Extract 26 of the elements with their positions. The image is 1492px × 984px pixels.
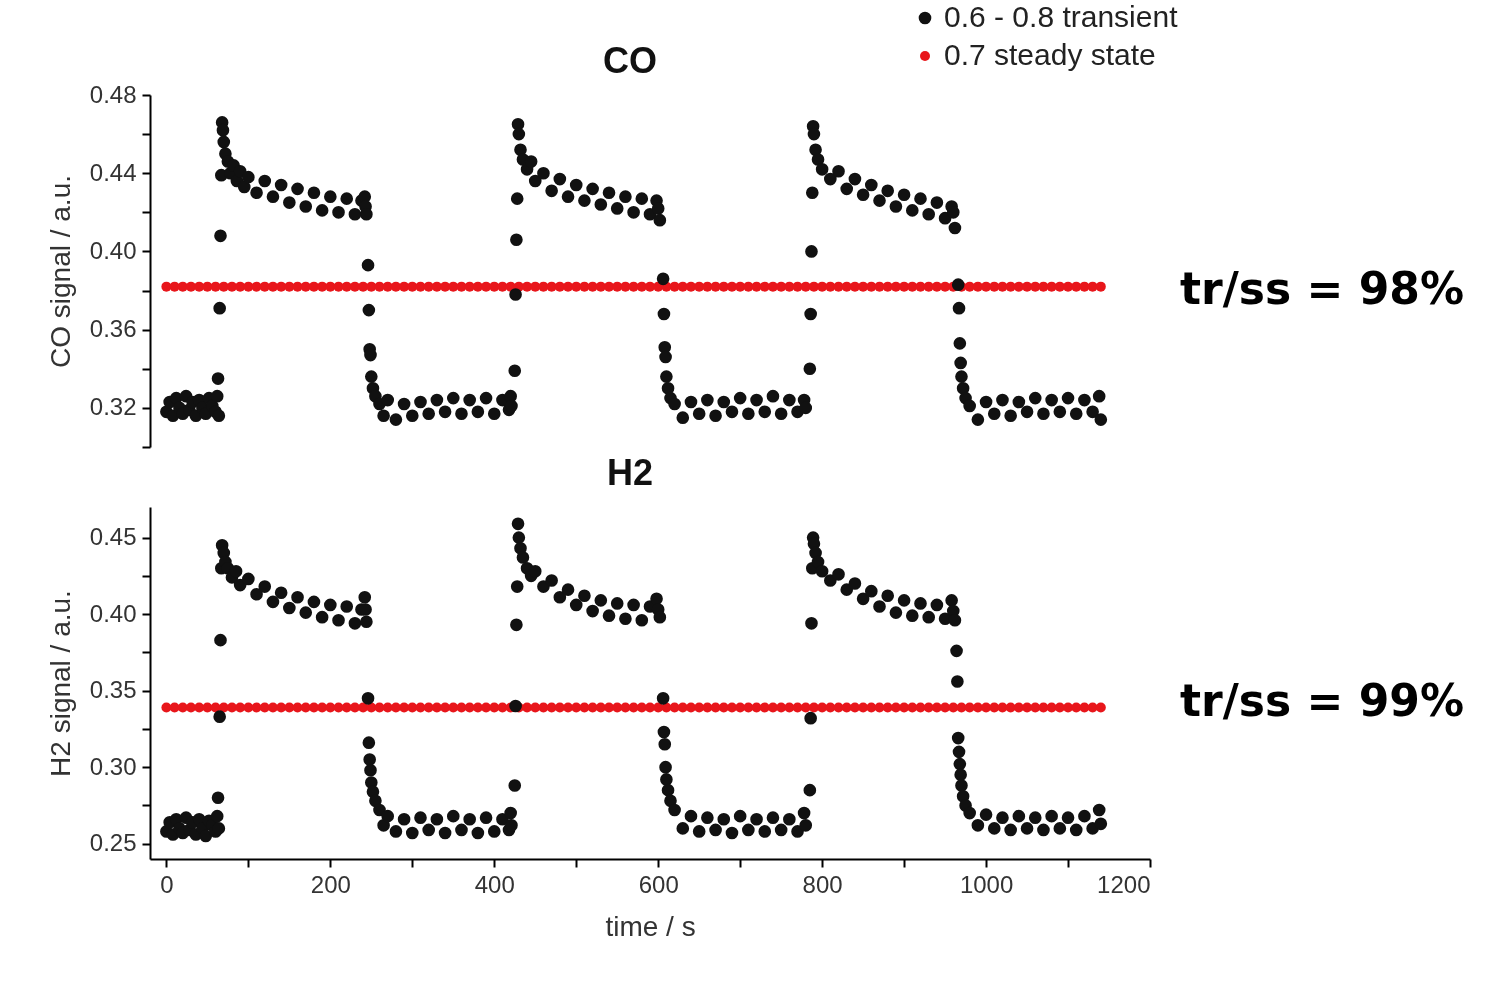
text: tr/ss = 99% — [1180, 675, 1465, 726]
x-tick-label: 400 — [474, 870, 515, 898]
y-tick-label: 0.32 — [89, 393, 137, 421]
chart-title: CO — [603, 40, 657, 81]
y-axis-title: H2 signal / a.u. — [44, 590, 76, 777]
x-tick-label: 1000 — [959, 870, 1014, 898]
y-axis-title: CO signal / a.u. — [44, 175, 76, 368]
y-tick-label: 0.48 — [89, 80, 137, 108]
chart-title: H2 — [606, 452, 654, 493]
y-tick-label: 0.45 — [89, 523, 137, 551]
x-tick-label: 200 — [310, 870, 351, 898]
legend-label: 0.7 steady state — [944, 38, 1156, 71]
y-tick-label: 0.40 — [89, 236, 137, 264]
y-tick-label: 0.25 — [89, 829, 137, 857]
y-tick-label: 0.30 — [89, 752, 137, 780]
legend-label: 0.6 - 0.8 transient — [944, 0, 1179, 33]
text: tr/ss = 98% — [1180, 263, 1465, 314]
x-axis-title: time / s — [605, 910, 696, 942]
y-tick-label: 0.35 — [89, 676, 137, 704]
y-tick-label: 0.40 — [89, 599, 137, 627]
x-tick-label: 1200 — [1097, 870, 1151, 898]
y-tick-label: 0.44 — [89, 158, 137, 186]
x-tick-label: 800 — [802, 870, 843, 898]
x-tick-label: 600 — [638, 870, 679, 898]
y-tick-label: 0.36 — [89, 315, 137, 343]
x-tick-label: 0 — [160, 870, 174, 898]
